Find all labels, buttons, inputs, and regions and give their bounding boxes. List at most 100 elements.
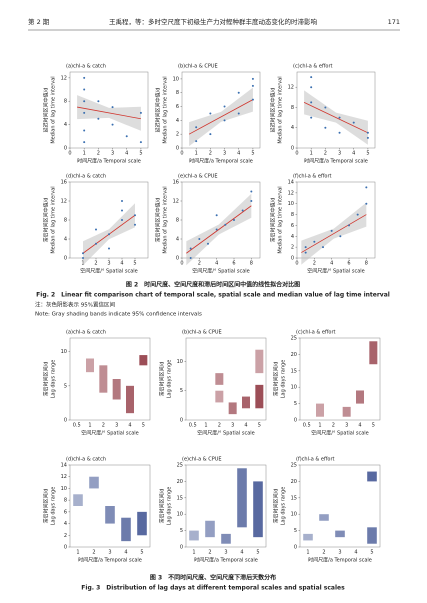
x-tick-label: 5: [256, 550, 259, 556]
x-tick-label: 4: [120, 261, 123, 267]
point: [304, 251, 307, 254]
point: [251, 77, 254, 80]
lag-range: [367, 527, 377, 544]
fit-line: [303, 102, 369, 134]
y-tick-label: 25: [291, 336, 297, 342]
y-label-en: Median of lag time interval: [278, 186, 284, 253]
point: [207, 242, 209, 245]
point: [83, 141, 86, 144]
x-tick-label: 2: [208, 550, 211, 556]
point: [223, 105, 226, 108]
point: [322, 246, 324, 249]
lag-range: [253, 481, 263, 538]
y-label-cn: 滞后时间区间/d: [273, 489, 280, 524]
point: [237, 91, 240, 94]
point: [83, 129, 86, 132]
y-tick-label: 12: [288, 85, 294, 91]
point: [82, 257, 84, 259]
x-tick-label: 1: [88, 423, 91, 429]
point: [348, 224, 350, 227]
panel-title: (f)chl-a & effort: [293, 174, 332, 180]
point: [215, 228, 218, 231]
point: [251, 98, 254, 101]
y-label-en: Lag days range: [51, 360, 57, 399]
point: [237, 112, 240, 115]
x-label: 空间尺度/° Spatial scale: [307, 268, 364, 275]
lag-range: [126, 385, 134, 414]
lag-range: [215, 390, 224, 403]
lag-range: [189, 530, 199, 541]
lag-range: [89, 476, 99, 489]
x-label: 空间尺度/° Spatial scale: [81, 430, 138, 437]
y-label-en: Median of lag time interval: [278, 76, 284, 143]
x-tick-label: 2: [332, 423, 335, 429]
point: [189, 257, 192, 259]
y-tick-label: 0: [64, 146, 67, 152]
y-label-en: Lag days range: [51, 487, 57, 526]
y-label-cn: 滞后时间区间/d: [43, 489, 50, 524]
y-label-en: Lag days range: [281, 487, 287, 526]
x-tick-label: 3: [115, 423, 118, 429]
lag-range: [356, 390, 364, 404]
x-tick-label: 3: [224, 550, 227, 556]
point: [108, 247, 110, 250]
x-tick-label: 0: [180, 151, 183, 157]
y-tick-label: 10: [61, 349, 67, 355]
y-tick-label: 4: [291, 234, 294, 240]
lag-range: [121, 517, 131, 542]
panel-title: (f)chl-a & effort: [296, 457, 335, 463]
y-label-en: Lag days range: [167, 487, 173, 526]
x-tick-label: 3: [338, 550, 341, 556]
y-label-cn: 滞后时间区间中值/d: [43, 198, 50, 243]
x-tick-label: 3: [107, 261, 110, 267]
x-tick-label: 5: [139, 151, 142, 157]
point: [111, 106, 114, 109]
x-tick-label: 8: [365, 261, 368, 267]
lag-range: [221, 533, 231, 544]
point: [366, 136, 369, 139]
x-tick-label: 5: [372, 423, 375, 429]
y-tick-label: 12: [173, 199, 179, 205]
y-tick-label: 0: [64, 545, 67, 551]
point: [195, 140, 198, 143]
panel-title: (c)chl-a & effort: [293, 64, 333, 70]
y-tick-label: 8: [291, 212, 294, 218]
y-tick-label: 10: [173, 76, 179, 82]
point: [121, 219, 123, 221]
point: [195, 126, 198, 129]
y-tick-label: 0: [64, 418, 67, 424]
y-tick-label: 8: [176, 218, 179, 224]
lag-range: [342, 406, 351, 417]
point: [324, 126, 327, 129]
panel-title: (d)chl-a & catch: [66, 457, 106, 463]
point: [250, 200, 253, 202]
x-tick-label: 8: [250, 261, 253, 267]
point: [83, 76, 86, 79]
point: [224, 223, 227, 226]
x-tick-label: 2: [97, 151, 100, 157]
point: [95, 228, 97, 231]
y-tick-label: 5: [294, 401, 297, 407]
point: [233, 219, 235, 221]
x-label: 时间尺度/a Temporal scale: [308, 557, 372, 564]
point: [215, 214, 218, 217]
x-tick-label: 3: [231, 423, 234, 429]
x-tick-label: 1: [318, 423, 321, 429]
y-tick-label: 8: [64, 218, 67, 224]
y-tick-label: 0: [291, 146, 294, 152]
point: [95, 242, 97, 245]
y-tick-label: 20: [291, 479, 297, 485]
x-label: 时间尺度/a Temporal scale: [194, 557, 258, 564]
x-tick-label: 6: [347, 261, 350, 267]
y-tick-label: 0: [64, 256, 67, 262]
y-label-cn: 滞后时间区间中值/d: [270, 198, 277, 243]
point: [198, 238, 201, 240]
y-tick-label: 10: [177, 359, 183, 365]
point: [83, 111, 86, 114]
point: [139, 111, 142, 114]
x-tick-label: 5: [140, 550, 143, 556]
lag-range: [139, 355, 148, 366]
x-tick-label: 5: [258, 423, 261, 429]
y-label-cn: 滞后时间区间中值/d: [155, 198, 162, 243]
